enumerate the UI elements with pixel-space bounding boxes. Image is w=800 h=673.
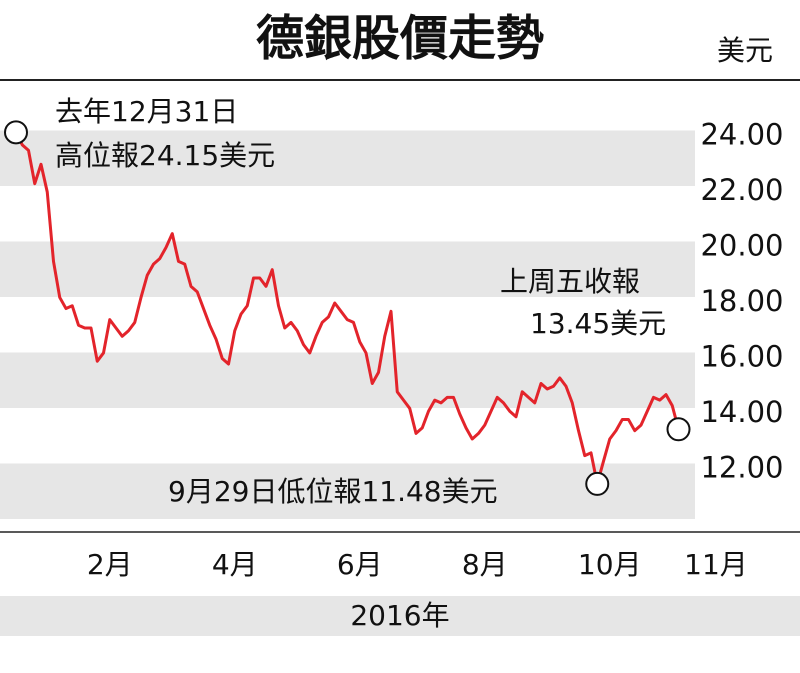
annotation: 9月29日低位報11.48美元 xyxy=(168,475,498,508)
x-tick-label: 11月 xyxy=(684,548,748,581)
band xyxy=(0,130,695,186)
x-tick-label: 4月 xyxy=(212,548,258,581)
annotation: 高位報24.15美元 xyxy=(55,139,275,172)
annotation: 上周五收報 xyxy=(500,265,640,298)
band xyxy=(0,463,695,519)
year-bar xyxy=(0,596,800,636)
band xyxy=(0,352,695,408)
x-axis-label: 2016年 xyxy=(350,599,449,632)
y-tick-label: 12.00 xyxy=(700,451,783,485)
y-tick-label: 18.00 xyxy=(700,284,783,318)
y-axis-label: 美元 xyxy=(717,34,773,67)
x-tick-label: 6月 xyxy=(337,548,383,581)
x-tick-label: 10月 xyxy=(578,548,642,581)
y-tick-label: 24.00 xyxy=(700,118,783,152)
y-tick-label: 16.00 xyxy=(700,340,783,374)
chart-title: 德銀股價走勢 xyxy=(256,11,544,67)
price-line xyxy=(14,131,680,486)
annotation: 去年12月31日 xyxy=(55,95,238,128)
point-marker xyxy=(666,417,691,442)
y-tick-label: 22.00 xyxy=(700,173,783,207)
y-tick-label: 20.00 xyxy=(700,229,783,263)
point-marker xyxy=(585,471,610,496)
annotation: 13.45美元 xyxy=(530,307,666,340)
x-tick-label: 2月 xyxy=(87,548,133,581)
band xyxy=(0,241,695,297)
point-marker xyxy=(4,120,28,145)
y-tick-label: 14.00 xyxy=(700,395,783,429)
x-tick-label: 8月 xyxy=(462,548,508,581)
